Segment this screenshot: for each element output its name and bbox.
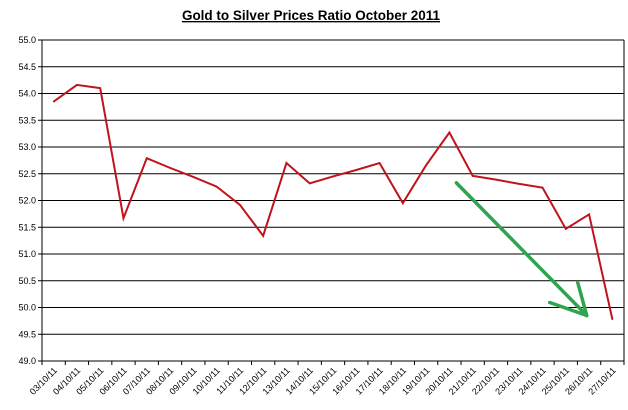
annotation-layer xyxy=(454,181,589,318)
y-tick-label: 49.5 xyxy=(18,329,36,339)
data-point xyxy=(122,217,125,219)
data-point xyxy=(611,318,614,321)
data-point xyxy=(402,202,404,204)
data-point xyxy=(76,84,78,86)
data-point xyxy=(52,100,55,103)
data-point xyxy=(495,178,497,181)
data-point xyxy=(145,157,148,160)
trend-arrow-head-right xyxy=(576,280,589,318)
data-point xyxy=(448,131,451,134)
data-point xyxy=(425,164,427,166)
gridlines xyxy=(42,39,624,362)
y-tick-label: 49.0 xyxy=(18,356,36,366)
y-tick-label: 53.0 xyxy=(18,142,36,152)
data-point xyxy=(541,186,544,189)
y-tick-label: 54.0 xyxy=(18,89,36,99)
data-point xyxy=(565,228,567,230)
trend-arrow-head-left xyxy=(548,300,589,318)
y-tick-label: 53.5 xyxy=(18,115,36,125)
y-tick-label: 50.5 xyxy=(18,276,36,286)
data-point xyxy=(588,213,590,216)
y-tick-label: 51.0 xyxy=(18,249,36,259)
data-point xyxy=(239,203,241,206)
y-tick-label: 55.0 xyxy=(18,35,36,45)
y-tick-label: 52.0 xyxy=(18,196,36,206)
data-point xyxy=(332,175,334,178)
y-axis: 49.0 49.5 50.0 50.5 51.0 51.5 52.0 52.5 53.0 53.5… xyxy=(18,35,625,366)
y-tick-label: 54.5 xyxy=(18,62,36,72)
data-point xyxy=(285,162,288,164)
trend-arrow-shaft xyxy=(454,181,589,318)
data-point xyxy=(518,183,521,185)
y-tick-label: 50.0 xyxy=(18,303,36,313)
data-point xyxy=(169,167,171,169)
data-point xyxy=(471,175,474,177)
data-point xyxy=(308,182,311,185)
data-point xyxy=(192,176,195,178)
chart-title: Gold to Silver Prices Ratio October 2011 xyxy=(182,8,441,23)
x-axis: 03/10/1104/10/1105/10/1106/10/1107/10/11… xyxy=(28,360,625,397)
data-point xyxy=(378,162,381,164)
y-tick-label: 51.5 xyxy=(18,222,36,232)
y-tick-label: 52.5 xyxy=(18,169,36,179)
data-point xyxy=(99,87,101,89)
series-layer xyxy=(52,83,614,321)
data-point xyxy=(262,235,264,237)
data-point xyxy=(215,185,218,188)
data-point xyxy=(355,169,358,171)
